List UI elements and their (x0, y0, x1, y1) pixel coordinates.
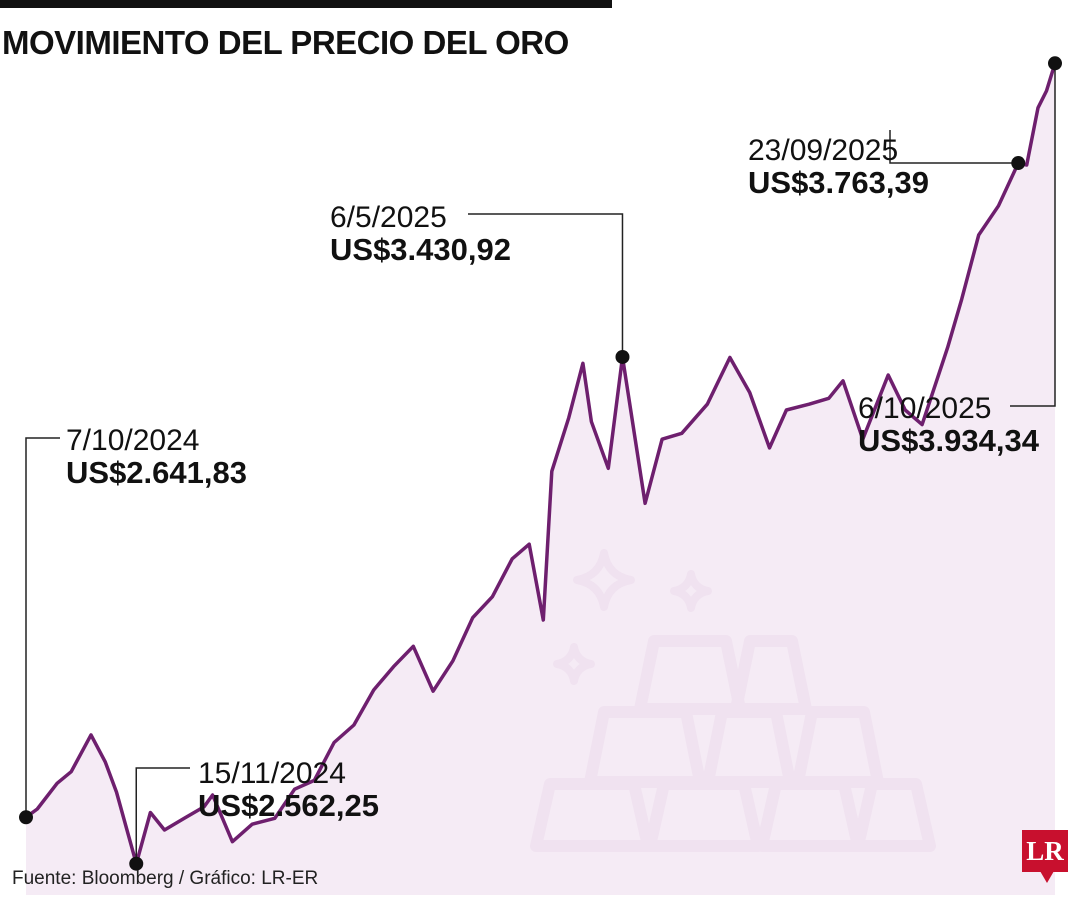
chart-title: MOVIMIENTO DEL PRECIO DEL ORO (2, 24, 569, 61)
annotation-value: US$2.562,25 (198, 787, 379, 823)
annotation-start: 7/10/2024 US$2.641,83 (66, 425, 247, 489)
lr-logo-tail (1040, 871, 1054, 883)
annotation-may-peak: 6/5/2025 US$3.430,92 (330, 202, 511, 266)
annotation-date: 23/09/2025 (748, 134, 899, 167)
annotation-connector (25, 437, 60, 818)
annotation-date: 6/5/2025 (330, 201, 447, 234)
annotation-marker (129, 856, 144, 871)
annotation-marker (615, 349, 630, 364)
annotation-date: 7/10/2024 (66, 424, 200, 457)
annotation-marker (19, 810, 33, 825)
annotation-latest: 6/10/2025 US$3.934,34 (858, 393, 1039, 457)
annotation-connector (1010, 63, 1056, 407)
annotation-date: 6/10/2025 (858, 392, 992, 425)
annotation-value: US$3.934,34 (858, 422, 1039, 458)
annotation-value: US$3.763,39 (748, 164, 929, 200)
annotation-connector (468, 213, 624, 357)
annotation-marker (1011, 156, 1026, 171)
price-area (26, 63, 1055, 896)
annotation-marker (1048, 56, 1062, 71)
annotation-value: US$2.641,83 (66, 454, 247, 490)
annotation-connectors (25, 63, 1056, 864)
annotation-september: 23/09/2025 US$3.763,39 (748, 135, 929, 199)
source-credit: Fuente: Bloomberg / Gráfico: LR-ER (12, 868, 319, 889)
annotation-markers (19, 56, 1062, 871)
annotation-connector (135, 767, 190, 864)
annotation-connector (889, 130, 1019, 164)
price-line (24, 62, 1057, 866)
annotation-value: US$3.430,92 (330, 231, 511, 267)
annotation-low: 15/11/2024 US$2.562,25 (198, 758, 379, 822)
annotation-date: 15/11/2024 (198, 757, 346, 790)
top-rule (0, 0, 612, 8)
lr-logo: LR (1022, 830, 1068, 872)
